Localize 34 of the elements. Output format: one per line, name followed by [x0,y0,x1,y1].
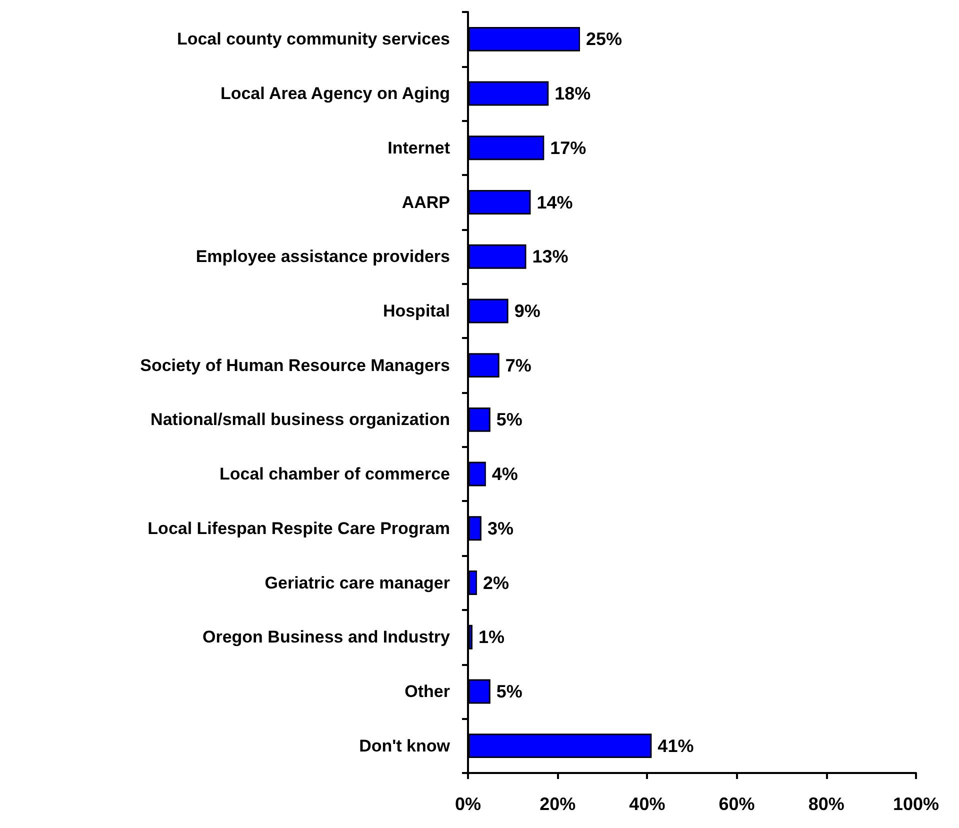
data-label: 18% [554,84,591,104]
data-label: 13% [532,246,568,267]
y-tick-label: Hospital [382,301,450,320]
y-tick-label: Don't know [359,736,451,756]
y-tick-label: AARP [402,192,450,212]
y-tick-label: Local Area Agency on Aging [220,84,450,104]
y-tick-label: Geriatric care manager [264,573,450,592]
x-tick-label: 40% [629,794,666,814]
x-tick-label: 20% [540,794,576,814]
x-tick-label: 100% [892,794,940,814]
x-tick-label: 60% [718,794,755,814]
x-tick-label: 80% [808,794,844,814]
y-tick-label: Employee assistance providers [196,247,450,266]
data-label: 4% [492,464,518,484]
y-tick-label: Other [404,682,450,701]
data-label: 5% [496,410,522,430]
data-label: 41% [658,736,694,756]
data-label: 9% [514,300,540,321]
data-label: 3% [487,518,514,538]
y-tick-label: National/small business organization [150,410,450,430]
y-tick-label: Internet [388,138,450,158]
data-label: 2% [482,572,509,593]
data-label: 25% [586,29,622,50]
data-label: 14% [536,192,573,212]
data-label: 17% [550,138,586,158]
y-tick-label: Oregon Business and Industry [202,628,451,647]
data-label: 1% [478,627,504,648]
y-tick-label: Society of Human Resource Managers [140,356,450,375]
x-tick-label: 0% [454,794,482,814]
y-tick-label: Local county community services [176,30,450,49]
data-label: 7% [505,355,532,376]
y-tick-label: Local Lifespan Respite Care Program [148,518,450,538]
data-label: 5% [496,681,522,702]
y-tick-label: Local chamber of commerce [219,464,450,484]
